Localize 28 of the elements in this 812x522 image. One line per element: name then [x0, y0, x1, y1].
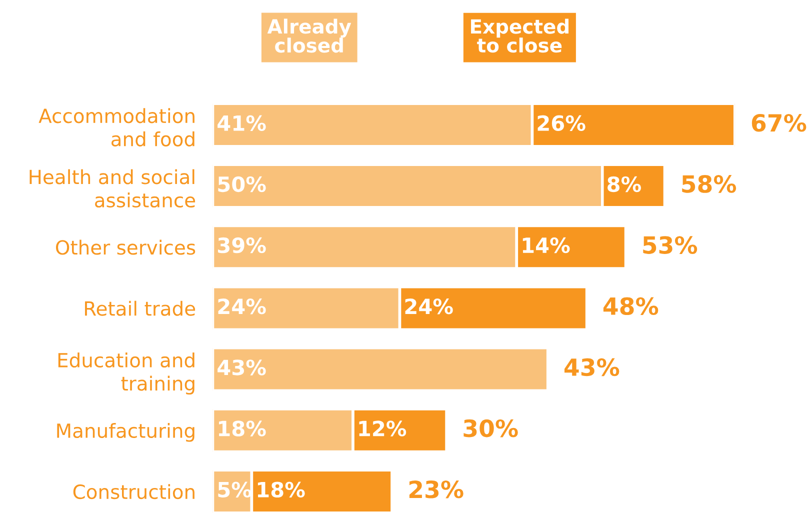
total-label: 23% [409, 480, 464, 498]
y-tick-label: Accommodation and food [38, 108, 194, 146]
y-tick-label: Construction [73, 484, 194, 500]
total-label: 53% [643, 236, 698, 254]
data-label: 24% [405, 298, 453, 314]
y-tick-label: Retail trade [85, 300, 196, 316]
text: Already closed [267, 18, 352, 53]
total-label: 67% [752, 114, 806, 132]
data-label: 41% [218, 115, 266, 131]
data-label: 18% [258, 482, 305, 498]
data-label: 8% [608, 176, 641, 192]
data-label: 39% [218, 237, 266, 254]
text: Expected to close [471, 18, 568, 53]
total-label: 30% [464, 419, 518, 438]
data-label: 14% [522, 237, 570, 254]
y-tick-label: Manufacturing [57, 422, 194, 442]
data-label: 12% [359, 420, 406, 436]
total-label: 58% [682, 175, 736, 193]
y-tick-label: Other services [56, 240, 196, 255]
data-label: 18% [218, 420, 266, 436]
y-tick-label: Education and training [58, 352, 194, 395]
data-label: 43% [218, 360, 266, 376]
data-label: 24% [218, 298, 266, 314]
data-label: 26% [538, 115, 586, 131]
total-label: 48% [603, 297, 658, 316]
total-label: 43% [564, 358, 620, 376]
y-tick-label: Health and social assistance [30, 169, 196, 208]
data-label: 50% [218, 176, 266, 192]
